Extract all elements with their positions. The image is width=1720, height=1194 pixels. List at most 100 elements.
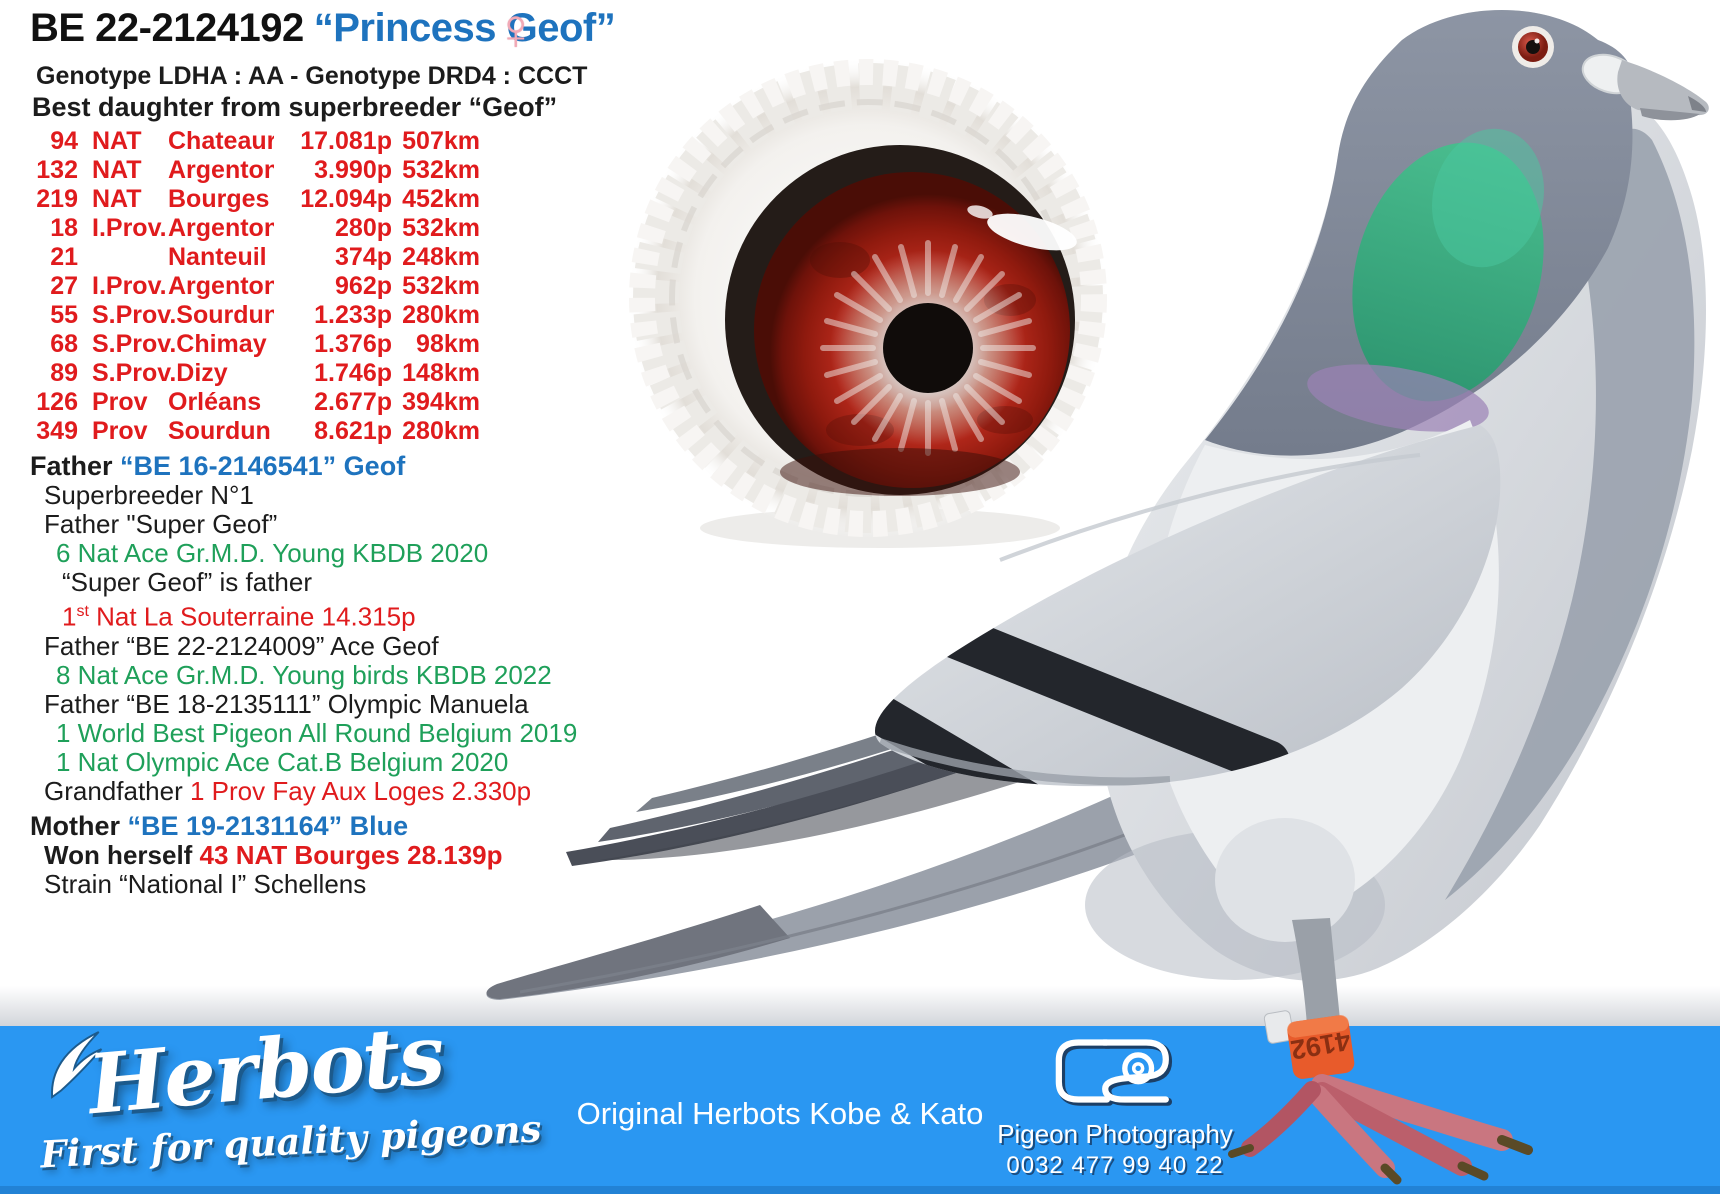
result-row: 219 NAT Bourges 12.094p 452km	[28, 185, 480, 214]
result-type: Prov	[92, 417, 148, 445]
father-label: Father	[30, 451, 121, 481]
cs-logo	[1055, 1039, 1173, 1106]
result-type: I.Prov.	[92, 272, 167, 300]
result-place: Orléans	[168, 388, 262, 416]
feather-icon	[32, 1025, 126, 1107]
father-ring: “BE 16-2146541” Geof	[120, 451, 406, 481]
result-points: 1.746p	[314, 359, 392, 387]
result-points: 1.376p	[314, 330, 392, 358]
result-type: S.Prov.Chimay	[92, 330, 267, 358]
result-pos: 18	[50, 214, 78, 242]
result-km: 532km	[402, 156, 480, 184]
result-km: 248km	[402, 243, 480, 271]
mother-label: Mother	[30, 811, 128, 841]
result-km: 532km	[402, 272, 480, 300]
result-place: Nanteuil	[168, 243, 267, 271]
result-points: 3.990p	[314, 156, 392, 184]
result-points: 17.081p	[300, 127, 392, 155]
result-pos: 126	[36, 388, 78, 416]
result-pos: 55	[50, 301, 78, 329]
result-points: 374p	[335, 243, 392, 271]
genotype-line: Genotype LDHA : AA - Genotype DRD4 : CCC…	[36, 62, 588, 90]
result-pos: 132	[36, 156, 78, 184]
result-km: 98km	[416, 330, 480, 358]
ring-number: BE 22-2124192	[30, 6, 304, 50]
pedigree-line: 1 World Best Pigeon All Round Belgium 20…	[56, 717, 578, 748]
result-row: 349 Prov Sourdun 8.621p 280km	[28, 417, 480, 446]
result-km: 280km	[402, 301, 480, 329]
pedigree-line: Father “BE 18-2135111” Olympic Manuela	[44, 688, 529, 719]
pedigree-line: Grandfather 1 Prov Fay Aux Loges 2.330p	[44, 775, 532, 806]
result-km: 532km	[402, 214, 480, 242]
subtitle: Best daughter from superbreeder “Geof”	[32, 92, 558, 122]
result-pos: 349	[36, 417, 78, 445]
result-place: Argenton	[168, 272, 274, 300]
result-points: 8.621p	[314, 417, 392, 445]
photographer-phone: 0032 477 99 40 22	[1006, 1152, 1224, 1179]
pedigree-line: 1 Nat Olympic Ace Cat.B Belgium 2020	[56, 746, 509, 777]
result-row: 55 S.Prov.Sourdun 1.233p 280km	[28, 301, 480, 330]
result-points: 2.677p	[314, 388, 392, 416]
result-pos: 21	[50, 243, 78, 271]
result-km: 148km	[402, 359, 480, 387]
result-type: NAT	[92, 127, 142, 155]
result-points: 12.094p	[300, 185, 392, 213]
result-place: Argenton	[168, 156, 274, 184]
result-row: 89 S.Prov.Dizy 1.746p 148km	[28, 359, 480, 388]
result-type: I.Prov.	[92, 214, 167, 242]
result-km: 280km	[402, 417, 480, 445]
result-type: NAT	[92, 185, 142, 213]
female-icon: ♀	[494, 0, 538, 62]
result-type	[92, 243, 168, 272]
result-pos: 68	[50, 330, 78, 358]
result-place: Sourdun	[168, 417, 271, 445]
pedigree-line: Father “BE 22-2124009” Ace Geof	[44, 630, 439, 661]
pedigree-line: Won herself 43 NAT Bourges 28.139p	[44, 840, 503, 870]
mother-ring: “BE 19-2131164” Blue	[127, 811, 409, 841]
result-points: 1.233p	[314, 301, 392, 329]
result-pos: 27	[50, 272, 78, 300]
pedigree-line: Superbreeder N°1	[44, 480, 254, 510]
result-type: Prov	[92, 388, 148, 416]
eye-photo	[628, 58, 1108, 548]
results-table: 94 NAT Chateauroux 17.081p 507km 132 NAT Argen…	[28, 127, 480, 446]
result-row: 27 I.Prov. Argenton 962p 532km	[28, 272, 480, 301]
pedigree-line: 1st Nat La Souterraine 14.315p	[62, 601, 416, 632]
result-km: 507km	[402, 127, 480, 155]
result-pos: 219	[36, 185, 78, 213]
result-row: 18 I.Prov. Argenton 280p 532km	[28, 214, 480, 243]
pedigree-line: Strain “National I” Schellens	[44, 869, 367, 899]
result-type: S.Prov.Dizy	[92, 359, 228, 387]
result-place: Chateauroux	[168, 127, 274, 155]
mother-heading: Mother “BE 19-2131164” Blue	[30, 812, 500, 841]
photographer-block: Pigeon Photography 0032 477 99 40 22	[985, 1030, 1245, 1180]
result-row: 94 NAT Chateauroux 17.081p 507km	[28, 127, 480, 156]
father-heading: Father “BE 16-2146541” Geof	[30, 452, 500, 481]
result-row: 132 NAT Argenton 3.990p 532km	[28, 156, 480, 185]
result-type: S.Prov.Sourdun	[92, 301, 274, 329]
result-km: 394km	[402, 388, 480, 416]
photographer-name: Pigeon Photography	[997, 1119, 1233, 1149]
result-place: Argenton	[168, 214, 274, 242]
pedigree-line: 6 Nat Ace Gr.M.D. Young KBDB 2020	[56, 538, 489, 568]
footer-shadow	[0, 986, 1720, 1026]
result-km: 452km	[402, 185, 480, 213]
result-place: Bourges	[168, 185, 270, 213]
result-row: 21 Nanteuil 374p 248km	[28, 243, 480, 272]
result-type: NAT	[92, 156, 142, 184]
result-points: 280p	[335, 214, 392, 242]
pedigree-line: 8 Nat Ace Gr.M.D. Young birds KBDB 2022	[56, 659, 552, 690]
result-points: 962p	[335, 272, 392, 300]
result-row: 68 S.Prov.Chimay 1.376p 98km	[28, 330, 480, 359]
father-section: Father “BE 16-2146541” Geof Superbreeder…	[30, 452, 578, 806]
page-title: BE 22-2124192 “Princess Geof”	[30, 6, 616, 51]
mother-section: Mother “BE 19-2131164” Blue Won herself …	[30, 812, 503, 899]
pedigree-line: “Super Geof” is father	[62, 567, 312, 597]
result-row: 126 Prov Orléans 2.677p 394km	[28, 388, 480, 417]
result-pos: 94	[50, 127, 78, 155]
pedigree-line: Father "Super Geof”	[44, 509, 278, 539]
pigeon-name: “Princess Geof”	[313, 6, 616, 50]
footer-center-text: Original Herbots Kobe & Kato	[576, 1096, 984, 1131]
result-pos: 89	[50, 359, 78, 387]
